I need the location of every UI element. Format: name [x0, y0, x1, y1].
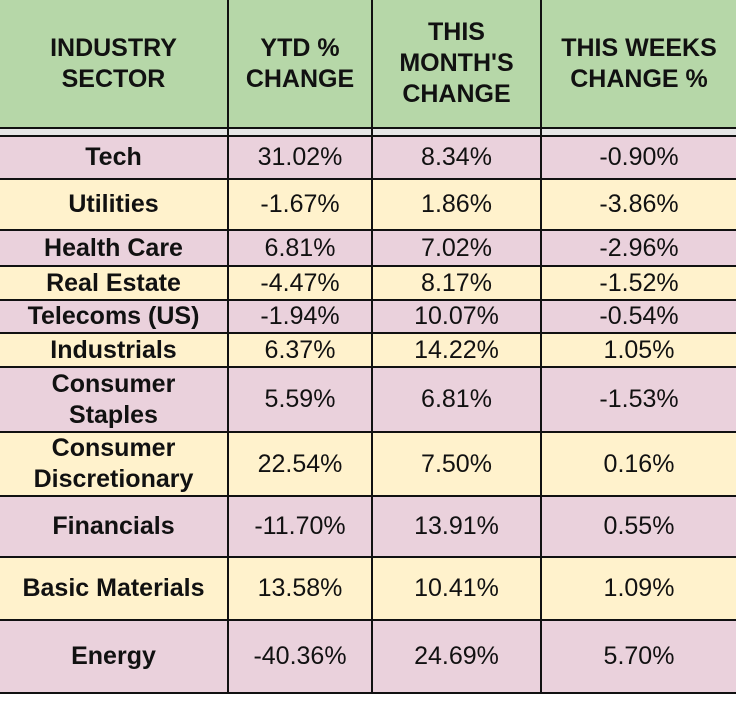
month-change-cell: 10.07%	[371, 299, 542, 334]
ytd-change-cell: -11.70%	[227, 495, 373, 558]
month-change-cell: 1.86%	[371, 178, 542, 231]
month-change-cell: 8.34%	[371, 135, 542, 180]
ytd-change-cell: 31.02%	[227, 135, 373, 180]
week-change-cell: -1.52%	[540, 265, 736, 301]
month-change-cell: 6.81%	[371, 366, 542, 433]
table-row: Telecoms (US) -1.94% 10.07% -0.54%	[0, 299, 736, 334]
header-industry-sector: INDUSTRY SECTOR	[0, 0, 229, 129]
table-row: Financials -11.70% 13.91% 0.55%	[0, 495, 736, 558]
week-change-cell: -0.90%	[540, 135, 736, 180]
header-row: INDUSTRY SECTOR YTD % CHANGE THIS MONTH'…	[0, 0, 736, 129]
week-change-cell: 0.55%	[540, 495, 736, 558]
ytd-change-cell: 6.37%	[227, 332, 373, 368]
month-change-cell: 7.50%	[371, 431, 542, 497]
month-change-cell: 7.02%	[371, 229, 542, 267]
sector-name-cell: Tech	[0, 135, 229, 180]
sector-name-cell: Telecoms (US)	[0, 299, 229, 334]
week-change-cell: 1.09%	[540, 556, 736, 621]
sector-name-cell: Health Care	[0, 229, 229, 267]
ytd-change-cell: -40.36%	[227, 619, 373, 694]
table-row: Utilities -1.67% 1.86% -3.86%	[0, 178, 736, 231]
table-row: Consumer Staples 5.59% 6.81% -1.53%	[0, 366, 736, 433]
sector-name-cell: Basic Materials	[0, 556, 229, 621]
gap-cell	[540, 127, 736, 137]
week-change-cell: -0.54%	[540, 299, 736, 334]
table-row: Health Care 6.81% 7.02% -2.96%	[0, 229, 736, 267]
week-change-cell: -1.53%	[540, 366, 736, 433]
sector-name-cell: Energy	[0, 619, 229, 694]
table-row: Tech 31.02% 8.34% -0.90%	[0, 135, 736, 180]
table-row: Consumer Discretionary 22.54% 7.50% 0.16%	[0, 431, 736, 497]
ytd-change-cell: -1.67%	[227, 178, 373, 231]
header-gap-row	[0, 127, 736, 137]
table-row: Basic Materials 13.58% 10.41% 1.09%	[0, 556, 736, 621]
month-change-cell: 13.91%	[371, 495, 542, 558]
header-month-change: THIS MONTH'S CHANGE	[371, 0, 542, 129]
week-change-cell: 0.16%	[540, 431, 736, 497]
table-row: Energy -40.36% 24.69% 5.70%	[0, 619, 736, 694]
sector-name-cell: Real Estate	[0, 265, 229, 301]
ytd-change-cell: 5.59%	[227, 366, 373, 433]
sector-name-cell: Consumer Staples	[0, 366, 229, 433]
ytd-change-cell: 22.54%	[227, 431, 373, 497]
ytd-change-cell: -4.47%	[227, 265, 373, 301]
week-change-cell: -2.96%	[540, 229, 736, 267]
sector-name-cell: Consumer Discretionary	[0, 431, 229, 497]
table-row: Industrials 6.37% 14.22% 1.05%	[0, 332, 736, 368]
sector-performance-table: INDUSTRY SECTOR YTD % CHANGE THIS MONTH'…	[0, 0, 736, 694]
gap-cell	[227, 127, 373, 137]
month-change-cell: 24.69%	[371, 619, 542, 694]
header-week-change: THIS WEEKS CHANGE %	[540, 0, 736, 129]
ytd-change-cell: -1.94%	[227, 299, 373, 334]
week-change-cell: 1.05%	[540, 332, 736, 368]
week-change-cell: -3.86%	[540, 178, 736, 231]
month-change-cell: 10.41%	[371, 556, 542, 621]
header-ytd-change: YTD % CHANGE	[227, 0, 373, 129]
sector-name-cell: Utilities	[0, 178, 229, 231]
sector-name-cell: Financials	[0, 495, 229, 558]
ytd-change-cell: 13.58%	[227, 556, 373, 621]
month-change-cell: 14.22%	[371, 332, 542, 368]
ytd-change-cell: 6.81%	[227, 229, 373, 267]
table-row: Real Estate -4.47% 8.17% -1.52%	[0, 265, 736, 301]
sector-name-cell: Industrials	[0, 332, 229, 368]
gap-cell	[0, 127, 229, 137]
gap-cell	[371, 127, 542, 137]
week-change-cell: 5.70%	[540, 619, 736, 694]
month-change-cell: 8.17%	[371, 265, 542, 301]
